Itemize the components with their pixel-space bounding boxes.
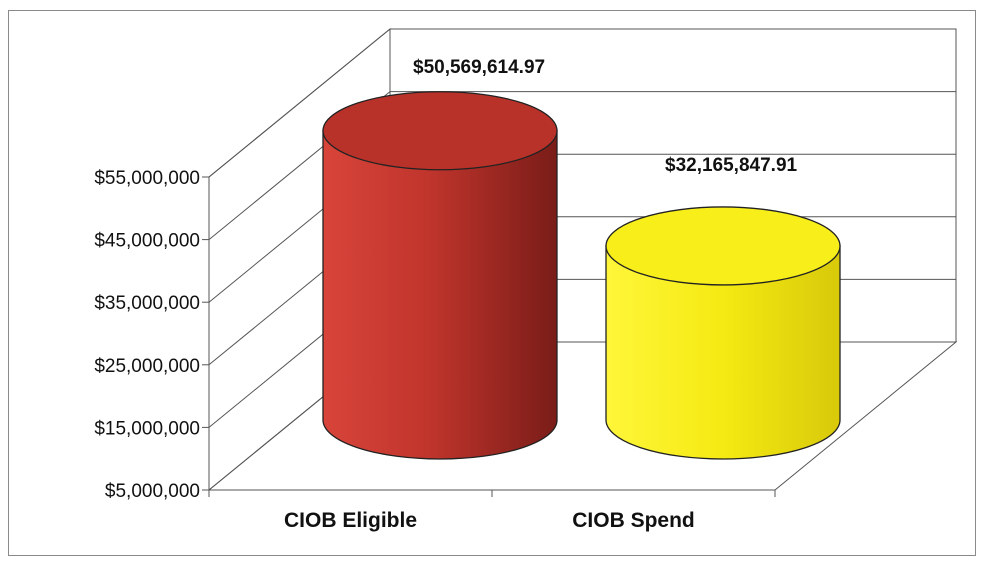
bar-1 (322, 91, 558, 460)
y-tick-label: $15,000,000 (94, 418, 200, 439)
y-tick-label: $55,000,000 (94, 168, 200, 189)
y-tick-label: $35,000,000 (94, 293, 200, 314)
chart-walls (207, 27, 958, 497)
gridline-side (208, 28, 391, 178)
x-axis: CIOB Eligible CIOB Spend (284, 509, 695, 532)
floor (207, 341, 958, 491)
bars (322, 91, 841, 460)
y-tick-label: $45,000,000 (94, 231, 200, 252)
category-label: CIOB Spend (572, 509, 695, 532)
bar-top (322, 91, 558, 171)
bar-2 (605, 206, 841, 460)
y-tick-label: $25,000,000 (94, 356, 200, 377)
bar-top (605, 206, 841, 286)
data-labels: $50,569,614.97 $32,165,847.91 (413, 57, 798, 176)
y-tick-label: $5,000,000 (105, 481, 200, 502)
category-label: CIOB Eligible (284, 509, 417, 532)
y-axis: $5,000,000 $15,000,000 $25,000,000 $35,000,… (94, 168, 209, 502)
data-label: $32,165,847.91 (665, 155, 798, 176)
bar-body (322, 130, 558, 460)
data-label: $50,569,614.97 (413, 57, 545, 78)
bar-body (605, 245, 841, 460)
